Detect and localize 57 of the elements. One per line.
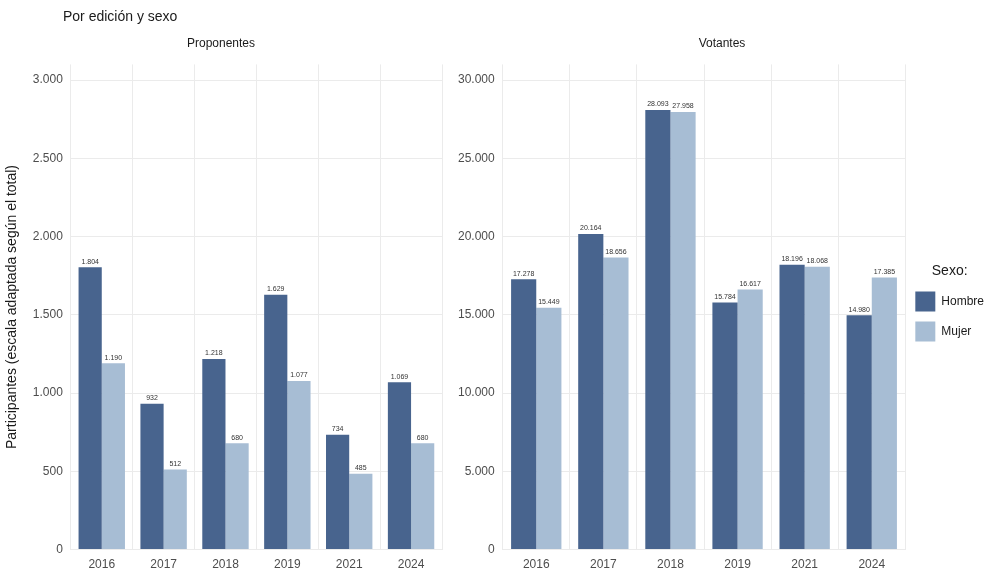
y-tick-label: 30.000 bbox=[458, 72, 496, 87]
x-tick-label: 2021 bbox=[791, 557, 819, 572]
y-tick-label: 1.000 bbox=[32, 385, 64, 400]
y-tick-label: 2.000 bbox=[32, 228, 64, 243]
bar bbox=[871, 277, 897, 550]
x-tick-label: 2021 bbox=[335, 557, 363, 572]
bar bbox=[101, 363, 125, 550]
bar bbox=[645, 109, 671, 550]
x-tick-label: 2024 bbox=[858, 557, 886, 572]
y-axis-title: Participantes (escala adaptada según el total) bbox=[3, 164, 20, 450]
x-tick-label: 2018 bbox=[212, 557, 240, 572]
bar bbox=[779, 264, 805, 550]
y-tick-label: 5.000 bbox=[464, 463, 496, 478]
legend-title: Sexo: bbox=[931, 262, 968, 279]
bar bbox=[804, 266, 830, 550]
bar bbox=[387, 382, 412, 550]
bar bbox=[536, 307, 562, 550]
bar bbox=[511, 279, 537, 550]
x-tick-label: 2017 bbox=[590, 557, 618, 572]
y-tick-label: 20.000 bbox=[458, 228, 496, 243]
x-tick-label: 2024 bbox=[397, 557, 425, 572]
legend-label: Hombre bbox=[941, 293, 985, 308]
x-tick-label: 2016 bbox=[522, 557, 550, 572]
y-tick-label: 3.000 bbox=[32, 72, 64, 87]
bar bbox=[78, 267, 102, 550]
bar bbox=[163, 469, 187, 550]
bar bbox=[287, 381, 311, 550]
bar bbox=[349, 473, 373, 550]
bar bbox=[264, 294, 288, 550]
x-tick-label: 2016 bbox=[88, 557, 116, 572]
bar bbox=[846, 315, 872, 550]
bar bbox=[603, 257, 629, 550]
bar bbox=[225, 443, 249, 550]
y-tick-label: 500 bbox=[42, 463, 64, 478]
y-tick-label: 15.000 bbox=[458, 307, 496, 322]
x-tick-label: 2017 bbox=[150, 557, 178, 572]
chart-title: Votantes bbox=[698, 35, 746, 50]
bar bbox=[670, 112, 696, 550]
bar bbox=[202, 358, 226, 550]
bar bbox=[578, 234, 604, 550]
y-tick-label: 0 bbox=[56, 541, 64, 556]
y-tick-label: 0 bbox=[488, 541, 496, 556]
bar bbox=[140, 403, 164, 550]
x-tick-label: 2019 bbox=[273, 557, 302, 572]
bar bbox=[411, 443, 435, 550]
x-tick-label: 2019 bbox=[724, 557, 752, 572]
bar bbox=[737, 289, 763, 550]
bar bbox=[712, 302, 738, 550]
y-tick-label: 25.000 bbox=[458, 150, 496, 165]
bar bbox=[326, 434, 350, 550]
chart-title: Proponentes bbox=[186, 35, 256, 50]
y-tick-label: 1.500 bbox=[32, 307, 64, 322]
x-tick-label: 2018 bbox=[657, 557, 685, 572]
y-tick-label: 2.500 bbox=[32, 150, 64, 165]
y-tick-label: 10.000 bbox=[458, 385, 496, 400]
chart-subtitle: Por edición y sexo bbox=[63, 8, 178, 24]
legend-label: Mujer bbox=[941, 323, 972, 338]
